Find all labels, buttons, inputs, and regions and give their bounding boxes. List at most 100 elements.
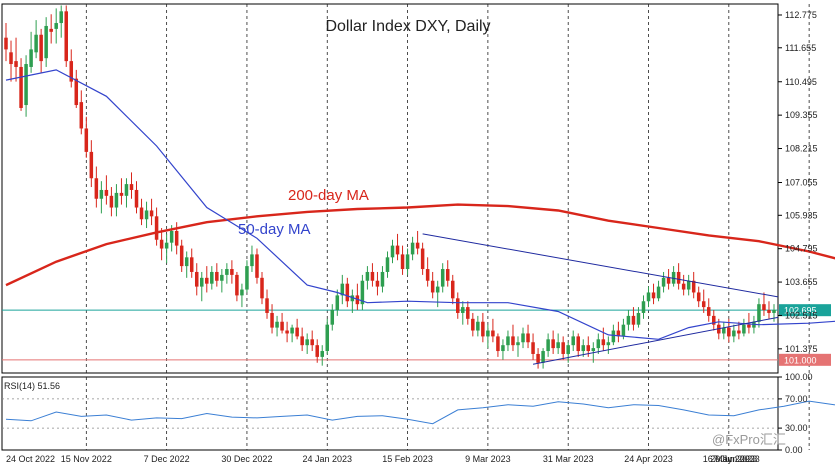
candle-body: [325, 324, 330, 352]
candle-body: [656, 286, 661, 299]
y-tick-label: 108.215: [785, 144, 818, 154]
candle-body: [89, 151, 94, 179]
candle-body: [732, 330, 736, 337]
candle-body: [762, 304, 766, 311]
candle-body: [300, 336, 304, 346]
candle-body: [39, 34, 43, 62]
candle-body: [621, 324, 626, 337]
candle-body: [516, 342, 520, 346]
candle-body: [305, 339, 309, 346]
candle-body: [611, 330, 616, 343]
candle-body: [19, 66, 23, 108]
candle-body: [581, 345, 586, 352]
candle-body: [556, 342, 560, 349]
candle-body: [742, 324, 746, 334]
candle-body: [712, 315, 716, 325]
support-label: 101.000: [784, 355, 817, 365]
candle-body: [646, 292, 651, 302]
candle-body: [586, 345, 591, 352]
x-tick-label: 7 Jun 2023: [713, 454, 758, 464]
x-tick-label: 29 Jun 2023: [710, 454, 760, 464]
y-tick-label: 102.515: [785, 310, 818, 320]
candle-body: [706, 307, 711, 316]
candle-body: [521, 333, 525, 343]
candle-body: [250, 254, 254, 267]
candle-body: [531, 342, 535, 354]
main-panel-frame: [1, 3, 779, 374]
y-tick-label: 112.775: [785, 10, 817, 20]
candle-body: [215, 271, 219, 281]
candle-body: [320, 351, 324, 357]
candle-body: [486, 330, 490, 337]
candle-body: [546, 339, 550, 352]
candle-body: [124, 184, 129, 196]
candle-body: [94, 178, 99, 199]
y-tick-label: 111.655: [785, 43, 816, 53]
candle-body: [74, 78, 79, 106]
candle-body: [481, 321, 485, 337]
candle-body: [4, 37, 8, 50]
candle-body: [681, 283, 686, 290]
watermark: @FxPro汇汇: [712, 432, 786, 447]
candle-body: [275, 321, 279, 328]
candle-body: [676, 271, 681, 284]
x-tick-label: 24 Jan 2023: [302, 454, 352, 464]
candle-body: [566, 345, 570, 354]
rsi-panel-frame: [1, 376, 779, 451]
candle-body: [496, 336, 500, 352]
candle-body: [511, 336, 515, 346]
candle-body: [390, 245, 395, 258]
candle-body: [445, 269, 450, 281]
candle-body: [606, 342, 611, 346]
candle-body: [9, 52, 13, 65]
moving-averages: [5, 69, 835, 340]
ma50-line: [5, 69, 835, 340]
candle-body: [471, 318, 475, 331]
candle-body: [310, 339, 314, 346]
x-tick-label: 24 Oct 2022: [6, 454, 55, 464]
candle-body: [295, 327, 299, 337]
candle-body: [99, 189, 104, 199]
candle-body: [134, 189, 139, 208]
candle-body: [616, 330, 621, 337]
candle-body: [671, 271, 676, 284]
candle-body: [189, 257, 194, 272]
candle-body: [79, 102, 84, 129]
price-levels: 102.695 101.000: [2, 304, 831, 366]
x-tick-label: 7 Dec 2022: [144, 454, 190, 464]
candle-body: [385, 257, 390, 272]
candle-body: [666, 277, 671, 284]
candle-body: [290, 327, 294, 334]
y-tick-label: 104.795: [785, 244, 818, 254]
candle-body: [49, 28, 53, 32]
rsi-line: [5, 400, 835, 425]
candle-body: [450, 280, 455, 299]
candle-body: [571, 336, 575, 346]
y-tick-label: 103.655: [785, 277, 818, 287]
candle-body: [119, 192, 124, 196]
candle-body: [245, 266, 249, 290]
candle-body: [601, 339, 606, 346]
candle-body: [722, 327, 726, 334]
rsi-panel: [2, 398, 835, 429]
candle-body: [405, 254, 410, 270]
triangle-upper-line: [422, 233, 779, 298]
candle-body: [596, 339, 601, 349]
candle-body: [44, 25, 48, 59]
candle-body: [265, 298, 269, 313]
candle-body: [410, 242, 415, 255]
candle-body: [561, 342, 565, 354]
candle-body: [225, 269, 229, 275]
y-tick-label: 105.935: [785, 210, 818, 220]
rsi-y-tick-label: 30.00: [785, 423, 808, 433]
candle-body: [591, 348, 596, 352]
candle-body: [461, 307, 465, 313]
candle-body: [435, 286, 440, 293]
candle-body: [184, 257, 189, 267]
candle-body: [415, 242, 420, 249]
candle-body: [144, 210, 149, 220]
y-tick-label: 107.055: [785, 177, 818, 187]
y-tick-label: 109.355: [785, 110, 818, 120]
candle-body: [737, 330, 741, 334]
gridlines: [85, 4, 810, 450]
